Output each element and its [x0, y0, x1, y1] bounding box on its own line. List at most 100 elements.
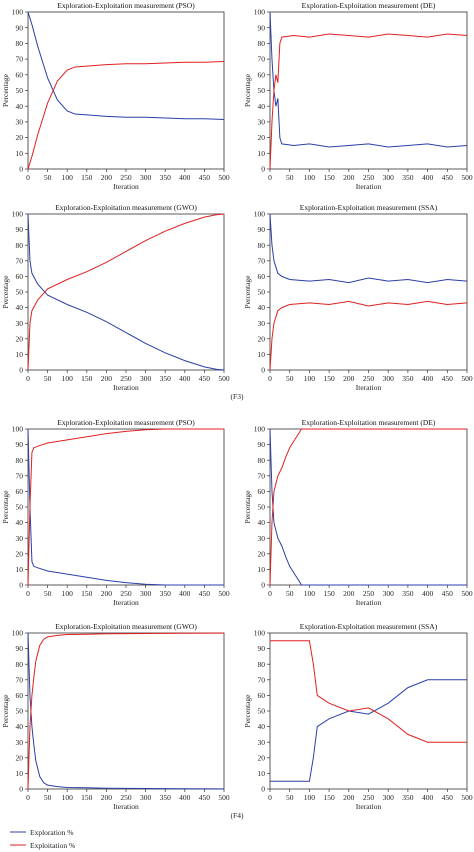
x-tick-label: 500 — [218, 374, 230, 383]
y-tick-label: 60 — [258, 70, 266, 79]
x-tick-label: 300 — [383, 589, 395, 598]
y-tick-label: 30 — [258, 738, 266, 747]
x-tick-label: 350 — [402, 589, 414, 598]
legend-label-exploration: Exploration % — [30, 828, 74, 837]
x-tick-label: 250 — [120, 793, 132, 802]
exploration-line — [27, 428, 224, 586]
x-axis-label: Iteration — [113, 182, 139, 191]
x-tick-label: 400 — [179, 589, 191, 598]
x-tick-label: 450 — [199, 173, 211, 182]
y-tick-label: 0 — [261, 366, 265, 375]
y-tick-label: 60 — [16, 272, 24, 281]
y-tick-label: 70 — [258, 675, 266, 684]
y-tick-label: 40 — [258, 102, 266, 111]
x-tick-label: 150 — [323, 374, 335, 383]
x-tick-label: 100 — [304, 793, 316, 802]
chart-title: Exploration-Exploitation measurement (SS… — [300, 622, 438, 631]
y-tick-label: 0 — [261, 165, 265, 174]
y-tick-label: 70 — [258, 55, 266, 64]
chart-panel-3: Exploration-Exploitation measurement (GW… — [1, 203, 230, 392]
y-tick-label: 10 — [16, 350, 24, 359]
y-axis-label: Percentage — [243, 275, 252, 309]
y-tick-label: 100 — [12, 629, 24, 638]
x-tick-label: 400 — [422, 374, 434, 383]
y-tick-label: 10 — [16, 149, 24, 158]
y-tick-label: 80 — [258, 39, 266, 48]
y-tick-label: 10 — [258, 149, 266, 158]
x-tick-label: 450 — [199, 374, 211, 383]
y-tick-label: 50 — [16, 288, 24, 297]
x-tick-label: 500 — [461, 173, 473, 182]
y-tick-label: 40 — [16, 518, 24, 527]
x-tick-label: 150 — [81, 793, 93, 802]
exploitation-line — [27, 213, 225, 371]
chart-panel-7: Exploration-Exploitation measurement (GW… — [1, 622, 230, 811]
y-tick-label: 50 — [258, 288, 266, 297]
chart-panel-2: Exploration-Exploitation measurement (DE… — [243, 1, 473, 191]
x-tick-label: 200 — [101, 793, 113, 802]
exploration-line — [269, 428, 467, 586]
x-tick-label: 150 — [81, 374, 93, 383]
plot-frame — [27, 11, 225, 170]
x-axis-label: Iteration — [113, 802, 139, 811]
x-tick-label: 350 — [160, 173, 172, 182]
x-tick-label: 200 — [101, 173, 113, 182]
y-tick-label: 90 — [16, 23, 24, 32]
y-tick-label: 30 — [258, 118, 266, 127]
y-tick-label: 70 — [258, 256, 266, 265]
panel-tag-f3: (F3) — [231, 392, 244, 401]
exploration-line — [27, 11, 225, 121]
x-tick-label: 0 — [268, 173, 272, 182]
y-axis-label: Percentage — [1, 275, 10, 309]
y-tick-label: 40 — [16, 102, 24, 111]
y-tick-label: 30 — [258, 534, 266, 543]
x-tick-label: 200 — [343, 793, 355, 802]
x-tick-label: 400 — [422, 793, 434, 802]
chart-panel-4: Exploration-Exploitation measurement (SS… — [243, 203, 473, 392]
x-tick-label: 300 — [140, 173, 152, 182]
x-tick-label: 0 — [26, 589, 30, 598]
y-tick-label: 90 — [258, 644, 266, 653]
y-tick-label: 50 — [258, 86, 266, 95]
y-tick-label: 30 — [258, 319, 266, 328]
y-tick-label: 0 — [19, 165, 23, 174]
y-tick-label: 0 — [19, 581, 23, 590]
x-tick-label: 350 — [160, 374, 172, 383]
x-tick-label: 250 — [120, 374, 132, 383]
chart-title: Exploration-Exploitation measurement (DE… — [302, 1, 436, 10]
x-tick-label: 500 — [461, 589, 473, 598]
x-tick-label: 150 — [323, 173, 335, 182]
plot-frame — [27, 428, 225, 586]
y-tick-label: 10 — [16, 565, 24, 574]
y-tick-label: 20 — [16, 334, 24, 343]
x-tick-label: 400 — [179, 173, 191, 182]
x-tick-label: 450 — [199, 589, 211, 598]
y-tick-label: 70 — [16, 675, 24, 684]
x-tick-label: 500 — [218, 589, 230, 598]
chart-panel-8: Exploration-Exploitation measurement (SS… — [243, 622, 473, 811]
chart-panel-1: Exploration-Exploitation measurement (PS… — [1, 1, 230, 191]
x-tick-label: 350 — [402, 793, 414, 802]
y-tick-label: 100 — [254, 425, 266, 434]
y-tick-label: 20 — [258, 549, 266, 558]
y-axis-label: Percentage — [1, 694, 10, 728]
y-tick-label: 0 — [261, 581, 265, 590]
chart-title: Exploration-Exploitation measurement (PS… — [57, 418, 195, 427]
y-tick-label: 70 — [16, 471, 24, 480]
x-tick-label: 100 — [304, 374, 316, 383]
x-tick-label: 100 — [304, 173, 316, 182]
x-tick-label: 0 — [26, 173, 30, 182]
plot-frame — [269, 632, 468, 790]
chart-title: Exploration-Exploitation measurement (GW… — [55, 203, 197, 212]
x-tick-label: 100 — [62, 173, 74, 182]
x-tick-label: 50 — [286, 589, 294, 598]
y-tick-label: 40 — [258, 722, 266, 731]
legend: Exploration % Exploitation % — [10, 828, 75, 850]
x-tick-label: 500 — [461, 374, 473, 383]
x-tick-label: 300 — [140, 589, 152, 598]
y-tick-label: 80 — [16, 456, 24, 465]
y-tick-label: 40 — [16, 722, 24, 731]
x-tick-label: 0 — [268, 589, 272, 598]
x-tick-label: 300 — [140, 374, 152, 383]
